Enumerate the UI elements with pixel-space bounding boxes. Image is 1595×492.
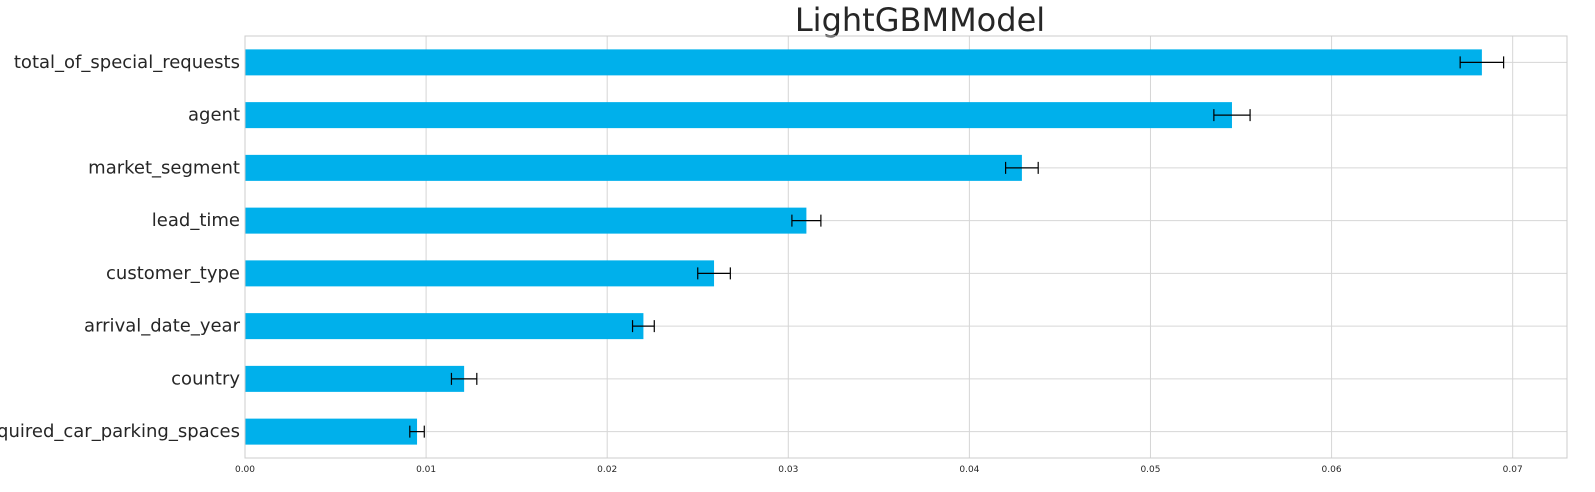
bar-agent [245,102,1232,129]
x-axis-ticks: 0.00 0.01 0.02 0.03 0.04 0.05 0.06 0.07 [235,465,1523,475]
category-label: country [171,368,240,389]
x-tick-label: 0.05 [1140,465,1160,475]
chart-title: LightGBMModel [795,1,1045,39]
bar-arrival_date_year [245,313,644,340]
category-label: customer_type [106,263,240,284]
error-bars [409,56,1505,438]
bar-lead_time [245,207,807,234]
category-label: arrival_date_year [84,316,241,337]
bar-customer_type [245,260,715,287]
bar-country [245,365,465,392]
bar-required_car_parking_spaces [245,418,418,445]
error-bar-customer_type [697,267,731,280]
x-tick-label: 0.02 [597,465,617,475]
x-tick-label: 0.07 [1503,465,1523,475]
category-label: lead_time [152,210,240,231]
x-tick-label: 0.01 [416,465,436,475]
error-bar-required_car_parking_spaces [409,425,425,438]
bar-market_segment [245,154,1022,181]
error-bar-arrival_date_year [631,320,655,333]
plot-area-frame [244,35,1568,459]
x-tick-label: 0.04 [959,465,979,475]
error-bar-country [450,372,478,385]
grid [244,36,1567,458]
category-label: required_car_parking_spaces [0,421,240,442]
x-tick-label: 0.06 [1322,465,1342,475]
error-bar-market_segment [1005,161,1039,174]
category-label: market_segment [88,157,240,178]
error-bar-total_of_special_requests [1459,56,1505,69]
x-tick-label: 0.00 [235,465,255,475]
x-tick-label: 0.03 [778,465,798,475]
category-label: agent [188,105,240,126]
bar-total_of_special_requests [245,49,1482,76]
error-bar-lead_time [791,214,822,227]
category-label: total_of_special_requests [14,52,240,73]
error-bar-agent [1213,109,1251,122]
bars [245,49,1482,445]
